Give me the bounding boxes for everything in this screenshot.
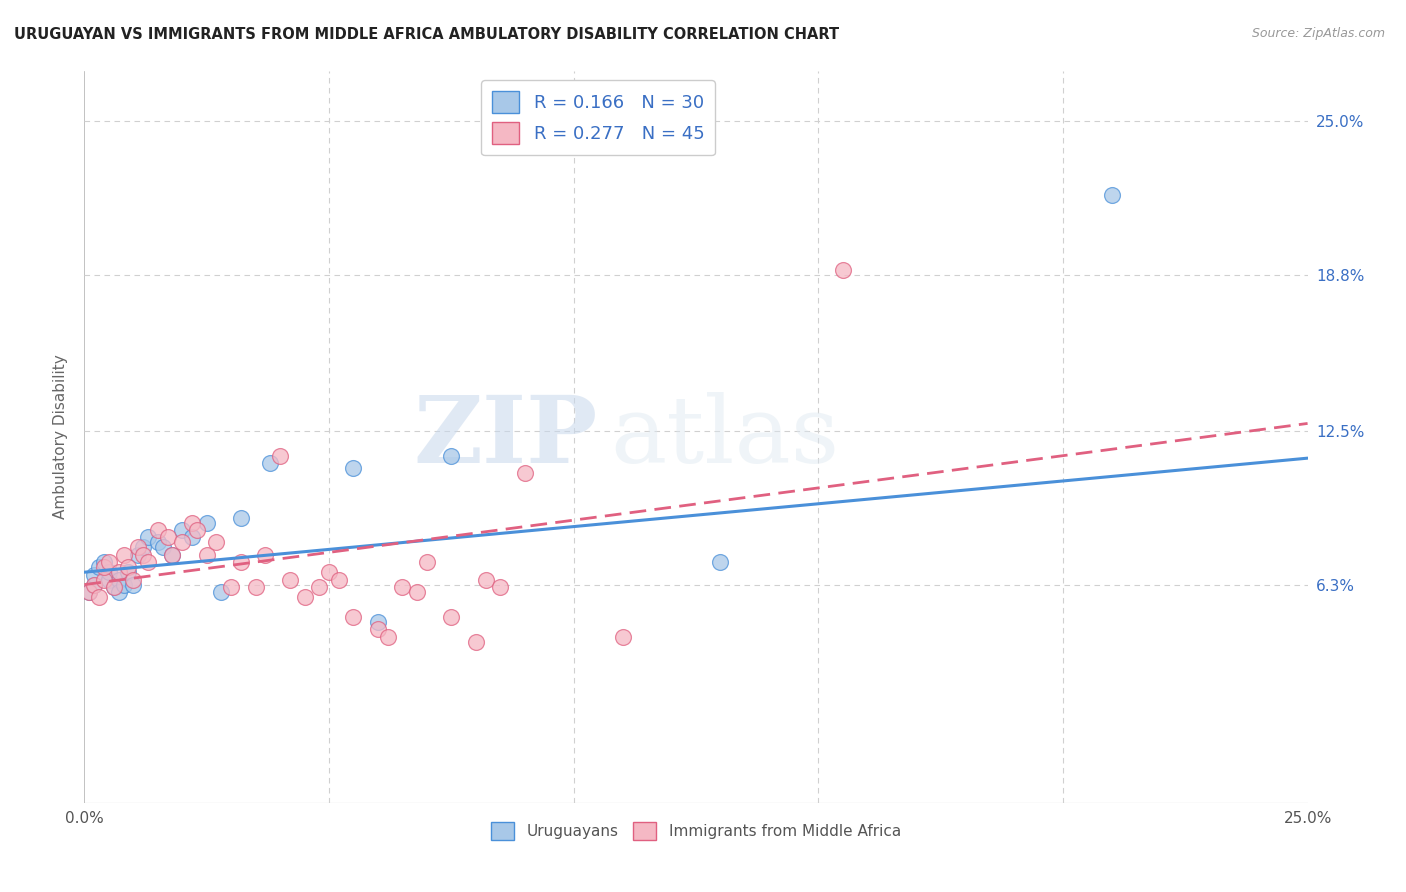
Point xyxy=(77,585,100,599)
Point xyxy=(117,560,139,574)
Point xyxy=(245,580,267,594)
Point xyxy=(181,516,204,530)
Point xyxy=(391,580,413,594)
Point xyxy=(83,567,105,582)
Text: ZIP: ZIP xyxy=(413,392,598,482)
Point xyxy=(87,590,110,604)
Point xyxy=(107,585,129,599)
Point xyxy=(318,565,340,579)
Point xyxy=(127,548,149,562)
Point xyxy=(474,573,496,587)
Point xyxy=(162,548,184,562)
Point xyxy=(229,555,252,569)
Point xyxy=(103,580,125,594)
Point xyxy=(172,523,194,537)
Point xyxy=(83,577,105,591)
Point xyxy=(416,555,439,569)
Point xyxy=(77,585,100,599)
Point xyxy=(195,516,218,530)
Text: URUGUAYAN VS IMMIGRANTS FROM MIDDLE AFRICA AMBULATORY DISABILITY CORRELATION CHA: URUGUAYAN VS IMMIGRANTS FROM MIDDLE AFRI… xyxy=(14,27,839,42)
Point xyxy=(464,634,486,648)
Point xyxy=(87,560,110,574)
Point xyxy=(112,548,135,562)
Point xyxy=(97,573,120,587)
Point xyxy=(406,585,429,599)
Point xyxy=(489,580,512,594)
Point xyxy=(112,577,135,591)
Point xyxy=(612,630,634,644)
Point xyxy=(342,461,364,475)
Point xyxy=(83,577,105,591)
Point xyxy=(93,573,115,587)
Point xyxy=(440,449,463,463)
Point xyxy=(342,610,364,624)
Point xyxy=(308,580,330,594)
Point xyxy=(254,548,277,562)
Point xyxy=(278,573,301,587)
Point xyxy=(97,555,120,569)
Point xyxy=(269,449,291,463)
Point xyxy=(1101,188,1123,202)
Point xyxy=(219,580,242,594)
Point xyxy=(172,535,194,549)
Point xyxy=(122,573,145,587)
Text: Source: ZipAtlas.com: Source: ZipAtlas.com xyxy=(1251,27,1385,40)
Point xyxy=(93,555,115,569)
Point xyxy=(146,535,169,549)
Point xyxy=(146,523,169,537)
Point xyxy=(294,590,316,604)
Point xyxy=(709,555,731,569)
Point xyxy=(513,466,536,480)
Point xyxy=(132,548,155,562)
Y-axis label: Ambulatory Disability: Ambulatory Disability xyxy=(53,355,69,519)
Point xyxy=(259,456,281,470)
Point xyxy=(132,541,155,555)
Point xyxy=(117,565,139,579)
Point xyxy=(367,615,389,629)
Point xyxy=(205,535,228,549)
Point xyxy=(377,630,399,644)
Point xyxy=(181,531,204,545)
Point xyxy=(162,548,184,562)
Point xyxy=(186,523,208,537)
Point xyxy=(97,565,120,579)
Point xyxy=(93,560,115,574)
Point xyxy=(127,541,149,555)
Point xyxy=(156,531,179,545)
Point xyxy=(367,622,389,636)
Point xyxy=(328,573,350,587)
Point xyxy=(831,262,853,277)
Point xyxy=(209,585,232,599)
Point xyxy=(103,580,125,594)
Point xyxy=(107,573,129,587)
Point xyxy=(107,565,129,579)
Text: atlas: atlas xyxy=(610,392,839,482)
Point xyxy=(136,555,159,569)
Point xyxy=(229,510,252,524)
Legend: Uruguayans, Immigrants from Middle Africa: Uruguayans, Immigrants from Middle Afric… xyxy=(485,815,907,847)
Point xyxy=(152,541,174,555)
Point xyxy=(136,531,159,545)
Point xyxy=(440,610,463,624)
Point xyxy=(195,548,218,562)
Point xyxy=(122,577,145,591)
